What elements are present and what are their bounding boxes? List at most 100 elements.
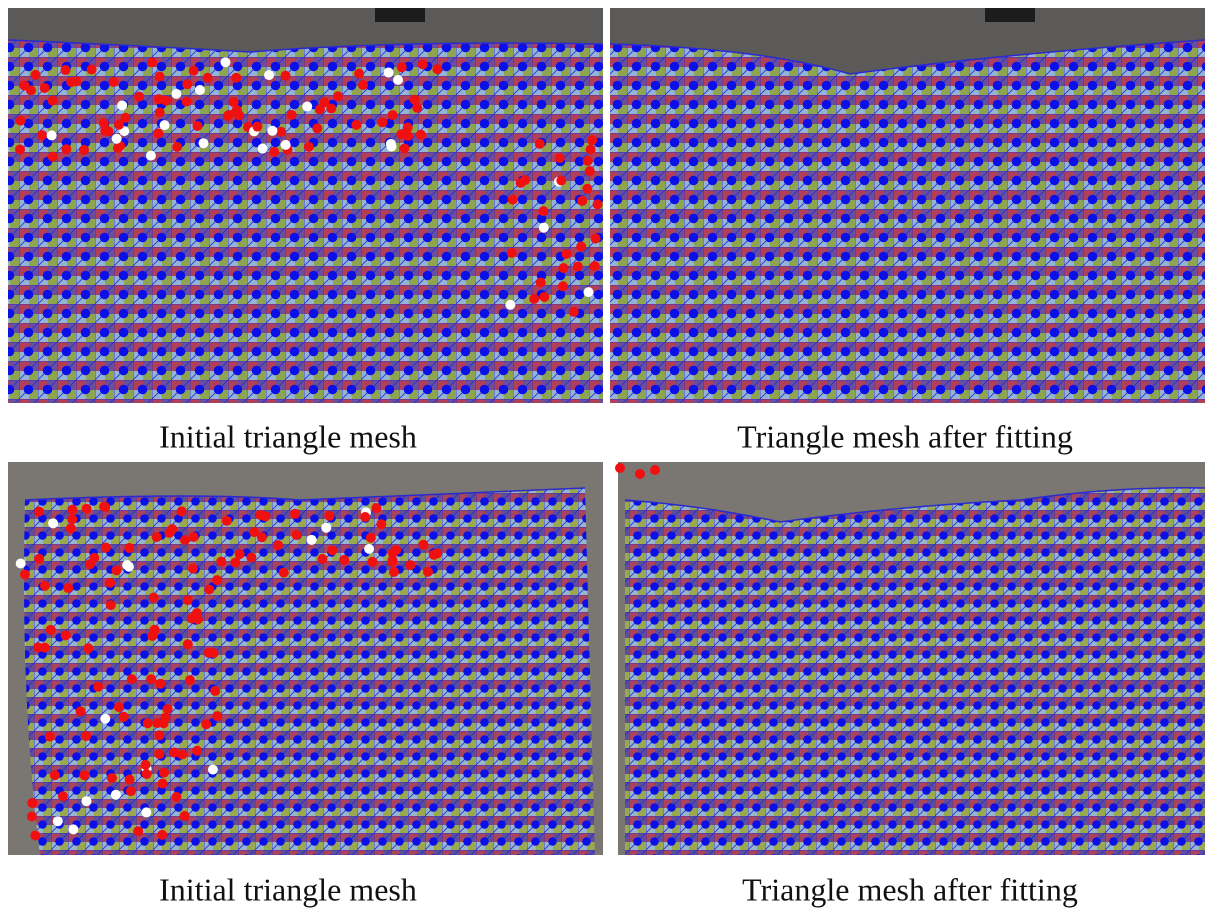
mesh-vertex: [98, 118, 109, 129]
mesh-vertex: [557, 281, 568, 292]
mesh-vertex: [302, 101, 313, 112]
mesh-vertex: [432, 548, 443, 559]
mesh-vertex: [47, 151, 58, 162]
mesh-vertex: [220, 57, 231, 68]
mesh-vertex: [246, 552, 257, 563]
mesh-vertex: [365, 532, 376, 543]
mesh-vertex: [48, 518, 59, 529]
mesh-vertex: [249, 527, 260, 538]
mesh-vertex: [507, 194, 518, 205]
mesh-vertex: [118, 711, 129, 722]
mesh-vertex: [124, 542, 135, 553]
mesh-vertex: [162, 703, 173, 714]
mesh-vertex: [194, 85, 205, 96]
mesh-vertex: [153, 128, 164, 139]
caption: Triangle mesh after fitting: [742, 871, 1078, 907]
mesh-vertex: [79, 144, 90, 155]
caption: Initial triangle mesh: [159, 871, 417, 907]
mesh-vertex: [134, 91, 145, 102]
mesh-vertex: [234, 110, 245, 121]
mesh-vertex: [269, 146, 280, 157]
mesh-vertex: [273, 540, 284, 551]
mesh-vertex: [388, 566, 399, 577]
caption: Triangle mesh after fitting: [737, 418, 1073, 454]
mesh-vertex: [650, 465, 660, 475]
mesh-vertex: [252, 121, 263, 132]
mesh-vertex: [202, 72, 213, 83]
mesh-vertex: [65, 523, 76, 534]
mesh-vertex: [106, 773, 117, 784]
mesh-vertex: [558, 263, 569, 274]
mesh-vertex: [142, 718, 153, 729]
mesh-vertex: [201, 719, 212, 730]
mesh-vertex: [207, 764, 218, 775]
mesh-vertex: [418, 539, 429, 550]
mesh-vertex: [182, 595, 193, 606]
mesh-vertex: [133, 826, 144, 837]
mesh-vertex: [432, 64, 443, 75]
mesh-vertex: [177, 749, 188, 760]
mesh-vertex: [117, 100, 128, 111]
mesh-vertex: [188, 65, 199, 76]
panel-image: [8, 462, 603, 855]
mesh-vertex: [422, 566, 433, 577]
mesh-vertex: [120, 112, 131, 123]
mesh-vertex: [405, 560, 416, 571]
mesh-vertex: [216, 556, 227, 567]
mesh-vertex: [583, 287, 594, 298]
panel-image: [609, 8, 1206, 403]
mesh-vertex: [140, 759, 151, 770]
mesh-vertex: [44, 731, 55, 742]
mesh-vertex: [60, 630, 71, 641]
mesh-vertex: [291, 529, 302, 540]
mesh-vertex: [280, 139, 291, 150]
mesh-vertex: [590, 233, 601, 244]
mesh-vertex: [354, 68, 365, 79]
mesh-vertex: [554, 153, 565, 164]
mesh-vertex: [417, 59, 428, 70]
mesh-vertex: [68, 824, 79, 835]
mesh-vertex: [409, 94, 420, 105]
mesh-vertex: [108, 76, 119, 87]
mesh-vertex: [587, 135, 598, 146]
mesh-vertex: [615, 463, 625, 473]
mesh-vertex: [364, 543, 375, 554]
mesh-vertex: [171, 88, 182, 99]
mesh-vertex: [387, 556, 398, 567]
mesh-vertex: [15, 144, 26, 155]
mesh-vertex: [538, 222, 549, 233]
mesh-vertex: [326, 103, 337, 114]
mesh-vertex: [538, 206, 549, 217]
mesh-vertex: [113, 702, 124, 713]
mesh-vertex: [327, 545, 338, 556]
mesh-vertex: [312, 123, 323, 134]
mesh-vertex: [192, 121, 203, 132]
mesh-vertex: [278, 567, 289, 578]
mesh-vertex: [351, 119, 362, 130]
mesh-vertex: [592, 199, 603, 210]
mesh-vertex: [105, 577, 116, 588]
mesh-vertex: [100, 542, 111, 553]
mesh-vertex: [83, 643, 94, 654]
mesh-vertex: [86, 64, 97, 75]
panel-image: [7, 8, 604, 403]
mesh-vertex: [317, 554, 328, 565]
mesh-vertex: [147, 631, 158, 642]
mesh-vertex: [376, 519, 387, 530]
mesh-vertex: [572, 261, 583, 272]
mesh-vertex: [520, 175, 531, 186]
mesh-vertex: [49, 770, 60, 781]
mesh-vertex: [182, 79, 193, 90]
mesh-vertex: [260, 511, 271, 522]
mesh-vertex: [52, 816, 63, 827]
mesh-vertex: [146, 674, 157, 685]
mesh-vertex: [93, 681, 104, 692]
mesh-vertex: [535, 277, 546, 288]
mesh-vertex: [99, 501, 110, 512]
mesh-vertex: [157, 778, 168, 789]
mesh-vertex: [81, 796, 92, 807]
mesh-vertex: [159, 120, 170, 131]
mesh-vertex: [63, 583, 74, 594]
mesh-vertex: [164, 527, 175, 538]
